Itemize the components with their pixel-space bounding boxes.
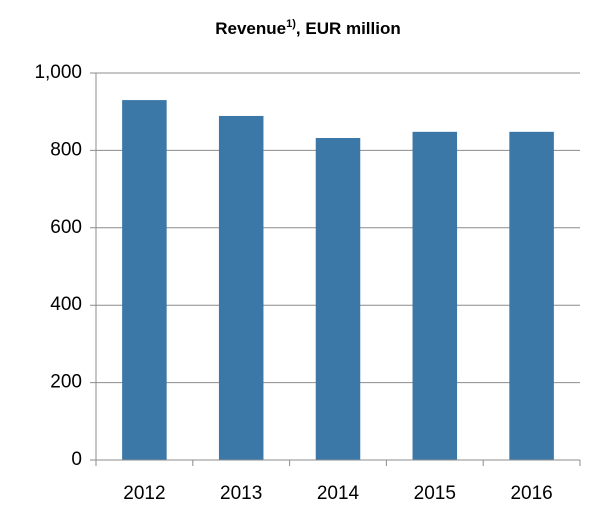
chart-title: Revenue1), EUR million — [215, 18, 401, 39]
y-tick-label: 1,000 — [34, 62, 82, 83]
bar — [122, 100, 167, 460]
title-suffix: , EUR million — [296, 19, 401, 38]
x-tick-label: 2013 — [220, 483, 262, 504]
x-tick-label: 2012 — [123, 483, 165, 504]
x-tick-label: 2015 — [414, 483, 456, 504]
y-tick-label: 0 — [71, 449, 82, 470]
y-tick-label: 600 — [50, 217, 82, 238]
y-tick-label: 400 — [50, 294, 82, 315]
y-tick-label: 200 — [50, 372, 82, 393]
title-superscript: 1) — [286, 18, 296, 30]
x-tick-label: 2014 — [317, 483, 360, 504]
y-tick-label: 800 — [50, 139, 82, 160]
bar — [412, 131, 458, 460]
x-tick-label: 2016 — [510, 483, 552, 504]
bar — [315, 138, 361, 461]
bar — [218, 115, 264, 460]
title-main: Revenue — [215, 19, 286, 38]
bar — [509, 131, 554, 460]
